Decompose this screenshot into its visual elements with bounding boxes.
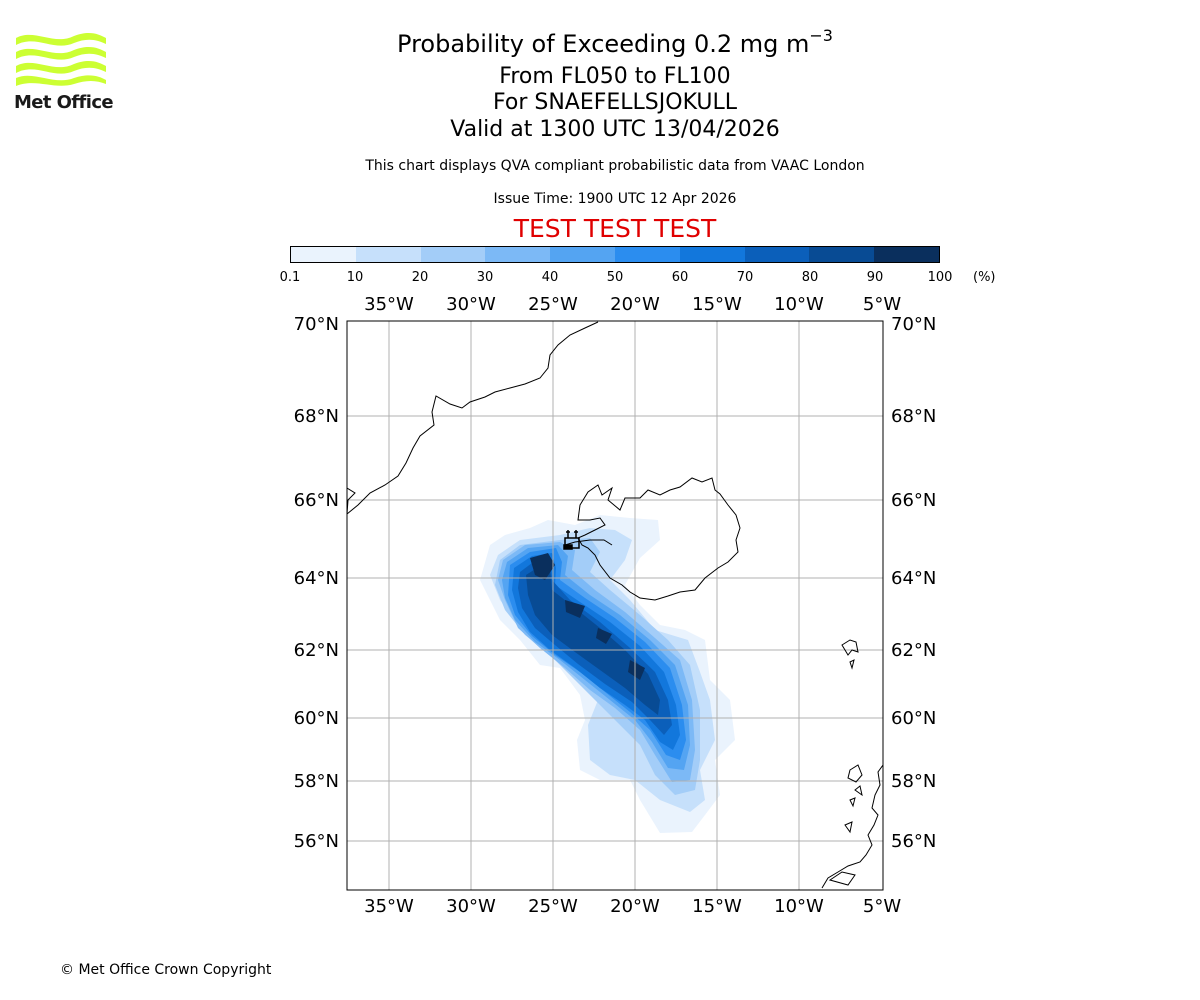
colorbar-cell-7 xyxy=(744,247,810,262)
colorbar-tick-label: 0.1 xyxy=(279,270,301,285)
colorbar-cell-6 xyxy=(679,247,745,262)
colorbar-cell-9 xyxy=(874,247,939,262)
met-office-logo: Met Office xyxy=(14,30,114,115)
lon-label: 15°W xyxy=(692,896,742,917)
issue-time: Issue Time: 1900 UTC 12 Apr 2026 xyxy=(493,191,737,207)
lat-label: 60°N xyxy=(294,708,339,729)
colorbar-cell-1 xyxy=(355,247,421,262)
colorbar-tick-label: 100 xyxy=(927,270,953,285)
lon-labels-bottom: 35°W 30°W 25°W 20°W 15°W 10°W 5°W xyxy=(364,896,901,917)
coastline-faroe xyxy=(841,639,859,670)
lon-label: 30°W xyxy=(446,896,496,917)
colorbar-unit: (%) xyxy=(973,270,996,285)
lon-label: 25°W xyxy=(528,294,578,315)
lat-label: 58°N xyxy=(891,771,936,792)
lat-label: 60°N xyxy=(891,708,936,729)
lat-labels-right: 70°N 68°N 66°N 64°N 62°N 60°N 58°N 56°N xyxy=(891,314,936,852)
colorbar-tick-label: 70 xyxy=(736,270,754,285)
lon-label: 35°W xyxy=(364,896,414,917)
lat-label: 58°N xyxy=(294,771,339,792)
lon-label: 10°W xyxy=(774,294,824,315)
map-area xyxy=(347,321,883,890)
lat-label: 68°N xyxy=(891,406,936,427)
colorbar-tick-label: 10 xyxy=(346,270,364,285)
colorbar-tick-label: 50 xyxy=(606,270,624,285)
map-frame xyxy=(346,320,884,891)
colorbar-cell-4 xyxy=(550,247,615,262)
volcano-name: For SNAEFELLSJOKULL xyxy=(492,90,738,115)
colorbar-tick-label: 20 xyxy=(411,270,429,285)
coastline-snaefellsnes xyxy=(564,539,613,546)
valid-time: Valid at 1300 UTC 13/04/2026 xyxy=(450,117,780,142)
lat-labels-left: 70°N 68°N 66°N 64°N 62°N 60°N 58°N 56°N xyxy=(294,314,339,852)
lat-label: 70°N xyxy=(891,314,936,335)
coastline-scotland xyxy=(821,764,883,889)
colorbar xyxy=(290,246,940,263)
chart-subtitle: This chart displays QVA compliant probab… xyxy=(365,158,865,174)
lon-label: 5°W xyxy=(863,294,901,315)
lon-label: 15°W xyxy=(692,294,742,315)
lat-label: 64°N xyxy=(294,568,339,589)
colorbar-cell-0 xyxy=(291,247,356,262)
lat-label: 66°N xyxy=(891,490,936,511)
test-banner: TEST TEST TEST xyxy=(513,214,717,243)
lon-label: 20°W xyxy=(610,896,660,917)
lon-label: 20°W xyxy=(610,294,660,315)
colorbar-cell-8 xyxy=(809,247,875,262)
lon-label: 10°W xyxy=(774,896,824,917)
lat-label: 56°N xyxy=(294,831,339,852)
coastline-greenland xyxy=(347,321,599,515)
colorbar-cell-5 xyxy=(614,247,680,262)
ash-region-90-100 xyxy=(530,553,645,680)
lon-label: 25°W xyxy=(528,896,578,917)
lat-label: 56°N xyxy=(891,831,936,852)
lon-label: 5°W xyxy=(863,896,901,917)
coastline-iceland xyxy=(577,477,741,601)
colorbar-cell-2 xyxy=(420,247,486,262)
lon-label: 35°W xyxy=(364,294,414,315)
colorbar-tick-label: 40 xyxy=(541,270,559,285)
lat-label: 64°N xyxy=(891,568,936,589)
logo-text: Met Office xyxy=(14,92,114,113)
flight-levels: From FL050 to FL100 xyxy=(499,64,731,89)
lat-label: 70°N xyxy=(294,314,339,335)
ash-probability-field xyxy=(480,515,735,833)
lat-label: 62°N xyxy=(891,640,936,661)
colorbar-tick-label: 60 xyxy=(671,270,689,285)
map-grid xyxy=(347,321,883,890)
colorbar-tick-label: 30 xyxy=(476,270,494,285)
logo-waves-icon xyxy=(16,32,106,86)
coastlines xyxy=(347,321,883,889)
ash-region-80-90 xyxy=(526,566,660,715)
copyright-notice: © Met Office Crown Copyright xyxy=(60,962,272,978)
colorbar-tick-label: 90 xyxy=(866,270,884,285)
lon-labels-top: 35°W 30°W 25°W 20°W 15°W 10°W 5°W xyxy=(364,294,901,315)
lat-label: 66°N xyxy=(294,490,339,511)
volcano-source-icon xyxy=(563,530,580,550)
chart-title: Probability of Exceeding 0.2 mg m−3 xyxy=(397,26,833,58)
lat-label: 62°N xyxy=(294,640,339,661)
colorbar-cell-3 xyxy=(485,247,551,262)
colorbar-tick-label: 80 xyxy=(801,270,819,285)
lat-label: 68°N xyxy=(294,406,339,427)
lon-label: 30°W xyxy=(446,294,496,315)
